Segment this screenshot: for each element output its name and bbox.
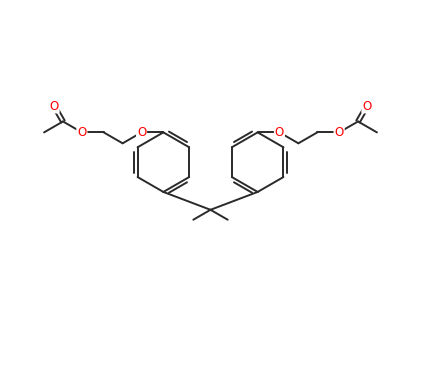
Text: O: O [77,126,87,139]
Text: O: O [275,126,284,139]
Text: O: O [362,99,372,113]
Text: O: O [49,99,59,113]
Text: O: O [335,126,344,139]
Text: O: O [137,126,146,139]
